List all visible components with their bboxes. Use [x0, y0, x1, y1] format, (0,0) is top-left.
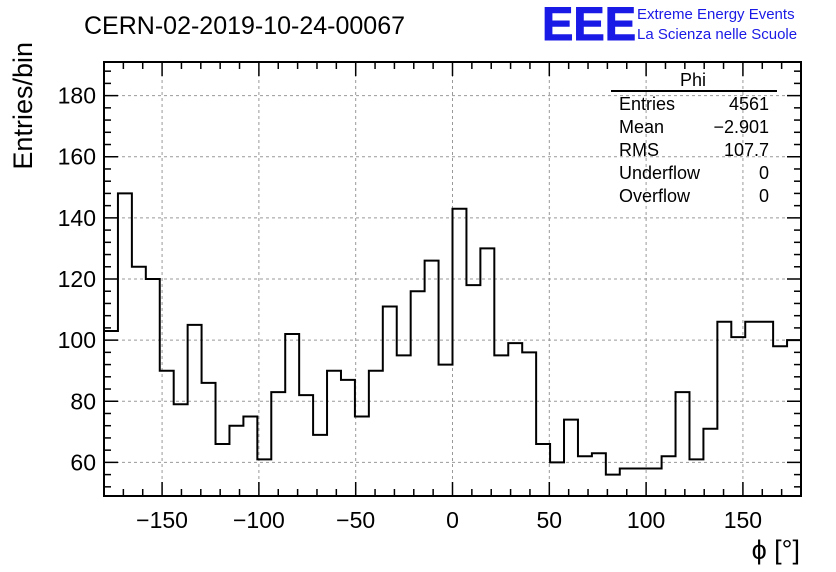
- histogram-bin: [745, 322, 759, 496]
- histogram-bin: [188, 325, 202, 496]
- histogram-bin: [411, 291, 425, 496]
- histogram-bin: [327, 371, 341, 496]
- histogram-bin: [773, 346, 787, 496]
- y-tick-label: 60: [70, 449, 96, 475]
- x-tick-label: 100: [627, 507, 665, 533]
- histogram-bin: [648, 468, 662, 496]
- histogram-bin: [564, 420, 578, 496]
- y-tick-label: 140: [58, 205, 96, 231]
- stats-value-underflow: 0: [759, 163, 769, 183]
- x-tick-label: −50: [336, 507, 375, 533]
- histogram-bin: [480, 248, 494, 496]
- histogram-bin: [146, 279, 160, 496]
- stats-box: Phi Entries 4561 Mean −2.901 RMS 107.7 U…: [611, 70, 777, 206]
- y-tick-label: 180: [58, 83, 96, 109]
- histogram-bin: [439, 365, 453, 496]
- histogram-bin: [216, 444, 230, 496]
- histogram-bin: [397, 355, 411, 496]
- x-tick-labels: −150 −100 −50 0 50 100 150: [136, 507, 762, 533]
- x-tick-label: 50: [537, 507, 563, 533]
- histogram-bin: [118, 193, 132, 496]
- stats-value-mean: −2.901: [713, 117, 769, 137]
- histogram-bin: [536, 444, 550, 496]
- eee-logo-mark: EEE: [542, 0, 636, 50]
- histogram-bin: [132, 267, 146, 496]
- y-tick-label: 160: [58, 144, 96, 170]
- histogram-bin: [787, 340, 801, 496]
- histogram-bin: [453, 209, 467, 496]
- histogram-bin: [285, 334, 299, 496]
- histogram-bin: [676, 392, 690, 496]
- stats-label-entries: Entries: [619, 94, 675, 114]
- histogram-bin: [160, 371, 174, 496]
- histogram-bin: [731, 337, 745, 496]
- histogram-bin: [369, 371, 383, 496]
- stats-label-overflow: Overflow: [619, 186, 691, 206]
- histogram-bin: [229, 426, 243, 496]
- eee-logo: EEE Extreme Energy Events La Scienza nel…: [542, 0, 798, 51]
- logo-line-2: La Scienza nelle Scuole: [637, 26, 797, 43]
- y-tick-label: 80: [70, 388, 96, 414]
- histogram-bin: [341, 380, 355, 496]
- x-tick-label: 150: [724, 507, 762, 533]
- stats-label-mean: Mean: [619, 117, 664, 137]
- stats-value-rms: 107.7: [724, 140, 769, 160]
- histogram-bin: [550, 462, 564, 496]
- histogram-bin: [313, 435, 327, 496]
- histogram-bin: [202, 383, 216, 496]
- stats-value-entries: 4561: [729, 94, 769, 114]
- x-tick-label: 0: [446, 507, 459, 533]
- chart-title: CERN-02-2019-10-24-00067: [84, 12, 405, 40]
- histogram-bin: [494, 355, 508, 496]
- histogram-bin: [592, 453, 606, 496]
- axes: [103, 61, 802, 497]
- stats-title: Phi: [680, 70, 706, 90]
- histogram-bin: [522, 352, 536, 496]
- histogram-series: [104, 192, 801, 496]
- x-tick-label: −150: [136, 507, 188, 533]
- histogram-bin: [717, 322, 731, 496]
- y-tick-label: 120: [58, 266, 96, 292]
- histogram-bin: [703, 429, 717, 496]
- histogram-bin: [508, 343, 522, 496]
- stats-label-underflow: Underflow: [619, 163, 701, 183]
- histogram-bin: [759, 322, 773, 496]
- x-tick-label: −100: [233, 507, 285, 533]
- stats-value-overflow: 0: [759, 186, 769, 206]
- histogram-bin: [243, 417, 257, 496]
- histogram-bin: [355, 417, 369, 496]
- histogram-bin: [174, 404, 188, 496]
- histogram-bin: [383, 307, 397, 496]
- y-axis-title: Entries/bin: [8, 42, 38, 170]
- logo-line-1: Extreme Energy Events: [637, 6, 795, 23]
- stats-label-rms: RMS: [619, 140, 659, 160]
- x-axis-title: ϕ [°]: [752, 535, 800, 565]
- histogram-bin: [425, 261, 439, 496]
- histogram-bin: [578, 456, 592, 496]
- histogram-bin: [466, 285, 480, 496]
- histogram-outline: [104, 192, 801, 476]
- histogram-bin: [662, 456, 676, 496]
- histogram-bin: [271, 392, 285, 496]
- y-tick-label: 100: [58, 327, 96, 353]
- y-tick-labels: 60 80 100 120 140 160 180: [58, 83, 96, 476]
- histogram-bin: [299, 395, 313, 496]
- histogram-bin: [689, 459, 703, 496]
